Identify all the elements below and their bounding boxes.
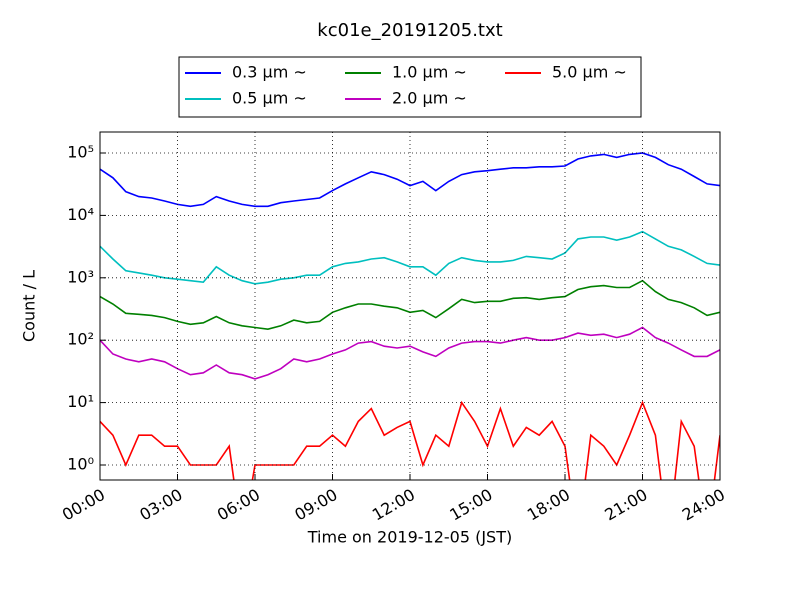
x-tick-label: 21:00	[601, 485, 650, 525]
x-tick-label: 03:00	[136, 485, 185, 525]
x-tick-label: 00:00	[59, 485, 108, 525]
x-tick-label: 18:00	[524, 485, 573, 525]
series-line	[100, 230, 720, 285]
legend-label: 1.0 μm ~	[392, 63, 467, 82]
y-tick-label: 10⁴	[67, 205, 94, 224]
x-axis-label: Time on 2019-12-05 (JST)	[307, 528, 512, 547]
x-tick-label: 24:00	[679, 485, 728, 525]
x-tick-label: 06:00	[214, 485, 263, 525]
y-axis-label: Count / L	[20, 270, 39, 342]
y-tick-label: 10²	[67, 330, 94, 349]
legend-label: 0.5 μm ~	[232, 89, 307, 108]
legend-label: 0.3 μm ~	[232, 63, 307, 82]
legend-label: 5.0 μm ~	[552, 63, 627, 82]
chart-title: kc01e_20191205.txt	[317, 20, 502, 41]
x-tick-label: 12:00	[369, 485, 418, 525]
series-line	[100, 152, 720, 208]
y-tick-label: 10¹	[67, 392, 94, 411]
series-line	[100, 326, 720, 380]
y-tick-label: 10⁰	[67, 455, 94, 474]
y-tick-label: 10³	[67, 267, 94, 286]
y-tick-label: 10⁵	[67, 142, 94, 161]
plot-lines	[100, 152, 720, 480]
legend-box	[178, 56, 642, 118]
x-tick-label: 09:00	[291, 485, 340, 525]
x-tick-label: 15:00	[446, 485, 495, 525]
series-line	[100, 400, 720, 480]
legend-label: 2.0 μm ~	[392, 89, 467, 108]
